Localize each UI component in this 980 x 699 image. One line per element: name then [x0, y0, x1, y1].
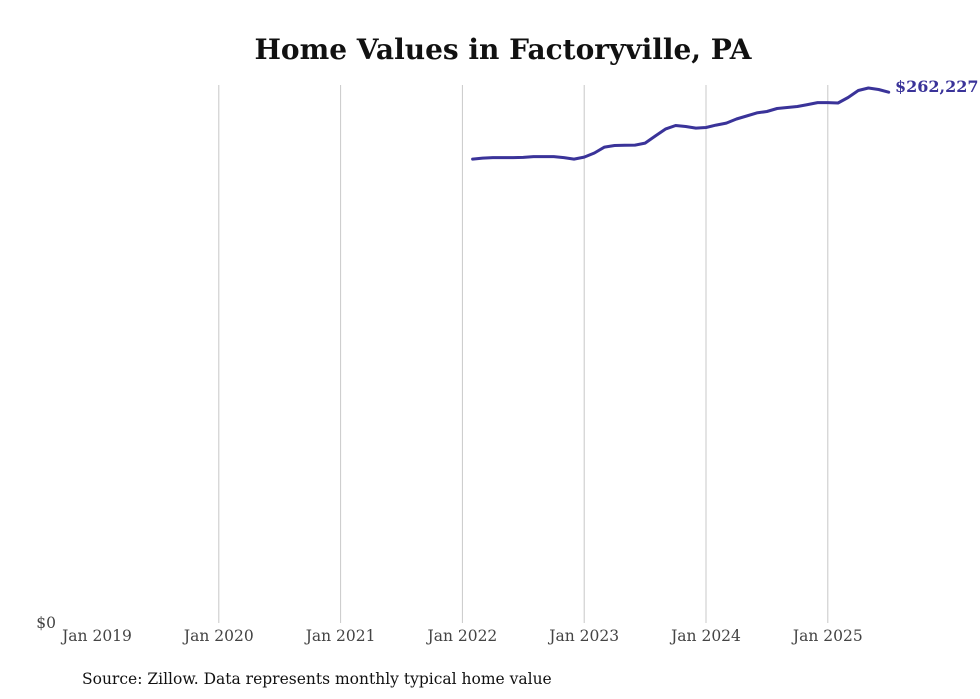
- x-tick-label: Jan 2025: [791, 627, 863, 645]
- end-value-label: $262,227: [895, 77, 979, 96]
- x-tick-label: Jan 2020: [182, 627, 254, 645]
- x-tick-label: Jan 2019: [60, 627, 132, 645]
- series-line: [471, 86, 891, 161]
- gridlines: [218, 85, 829, 623]
- x-tick-label: Jan 2022: [425, 627, 497, 645]
- source-note: Source: Zillow. Data represents monthly …: [82, 670, 552, 688]
- chart-title: Home Values in Factoryville, PA: [254, 33, 752, 66]
- y-tick-label: $0: [36, 614, 56, 632]
- x-tick-label: Jan 2023: [547, 627, 619, 645]
- x-axis: Jan 2019 Jan 2020 Jan 2021 Jan 2022 Jan 2023…: [60, 627, 863, 645]
- x-tick-label: Jan 2024: [669, 627, 741, 645]
- x-tick-label: Jan 2021: [304, 627, 376, 645]
